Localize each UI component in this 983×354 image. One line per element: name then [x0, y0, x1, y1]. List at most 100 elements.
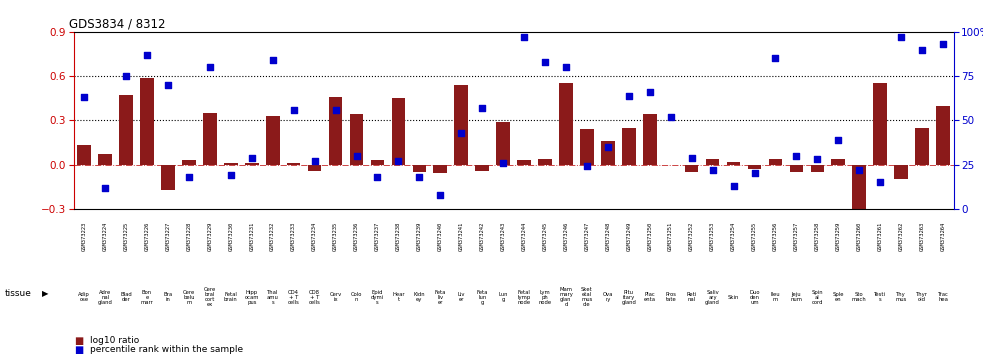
Text: GSM373259: GSM373259 [836, 222, 840, 251]
Bar [308, 165, 321, 171]
Bar [434, 165, 447, 173]
Text: Blad
der: Blad der [120, 292, 132, 302]
Text: Ileu
m: Ileu m [771, 292, 781, 302]
Text: GSM373233: GSM373233 [291, 222, 296, 251]
Text: GSM373248: GSM373248 [606, 222, 610, 251]
Text: Plac
enta: Plac enta [644, 292, 656, 302]
Text: CD4
+ T
cells: CD4 + T cells [288, 290, 300, 305]
Bar [936, 105, 950, 165]
Text: Reti
nal: Reti nal [686, 292, 697, 302]
Text: GSM373263: GSM373263 [919, 222, 925, 251]
Bar [895, 165, 908, 179]
Point [160, 82, 176, 88]
Text: Pitu
itary
gland: Pitu itary gland [621, 290, 636, 305]
Bar [328, 97, 342, 165]
Text: GSM373239: GSM373239 [417, 222, 422, 251]
Bar [873, 84, 887, 165]
Text: GSM373229: GSM373229 [207, 222, 212, 251]
Bar [161, 165, 175, 190]
Text: GSM373238: GSM373238 [396, 222, 401, 251]
Text: CD8
+ T
cells: CD8 + T cells [309, 290, 320, 305]
Point [286, 107, 302, 113]
Point [935, 41, 951, 47]
Bar [182, 160, 196, 165]
Text: GSM373256: GSM373256 [773, 222, 778, 251]
Text: log10 ratio: log10 ratio [90, 336, 140, 345]
Bar [119, 95, 133, 165]
Text: GSM373245: GSM373245 [543, 222, 548, 251]
Text: GSM373258: GSM373258 [815, 222, 820, 251]
Text: GSM373232: GSM373232 [270, 222, 275, 251]
Point [537, 59, 552, 65]
Point [768, 56, 783, 61]
Text: Bra
in: Bra in [163, 292, 173, 302]
Text: Cere
bral
cort
ex: Cere bral cort ex [203, 287, 216, 307]
Text: GSM373231: GSM373231 [250, 222, 255, 251]
Point [558, 64, 574, 70]
Bar [811, 165, 824, 172]
Bar [559, 84, 573, 165]
Text: GSM373261: GSM373261 [878, 222, 883, 251]
Point [642, 89, 658, 95]
Text: Feta
liv
er: Feta liv er [434, 290, 446, 305]
Point [831, 137, 846, 143]
Point [894, 34, 909, 40]
Point [77, 95, 92, 100]
Bar [245, 163, 259, 165]
Text: GSM373236: GSM373236 [354, 222, 359, 251]
Point [851, 167, 867, 173]
Point [872, 179, 888, 185]
Bar [266, 116, 279, 165]
Bar [371, 160, 384, 165]
Point [202, 64, 218, 70]
Text: Kidn
ey: Kidn ey [414, 292, 426, 302]
Bar [852, 165, 866, 215]
Text: Colo
n: Colo n [351, 292, 362, 302]
Text: Saliv
ary
gland: Saliv ary gland [705, 290, 721, 305]
Point [621, 93, 637, 98]
Bar [622, 128, 636, 165]
Text: Sple
en: Sple en [833, 292, 844, 302]
Text: GSM373260: GSM373260 [857, 222, 862, 251]
Bar [476, 165, 489, 171]
Text: GDS3834 / 8312: GDS3834 / 8312 [70, 18, 166, 31]
Text: tissue: tissue [5, 290, 31, 298]
Bar [78, 145, 91, 165]
Text: Pros
tate: Pros tate [665, 292, 676, 302]
Text: Jeju
num: Jeju num [790, 292, 802, 302]
Point [349, 153, 365, 159]
Bar [203, 113, 216, 165]
Point [684, 155, 700, 160]
Bar [748, 165, 761, 169]
Text: GSM373246: GSM373246 [563, 222, 568, 251]
Text: GSM373250: GSM373250 [647, 222, 653, 251]
Text: GSM373228: GSM373228 [187, 222, 192, 251]
Text: Epid
dymi
s: Epid dymi s [371, 290, 384, 305]
Text: GSM373235: GSM373235 [333, 222, 338, 251]
Point [244, 155, 260, 160]
Text: Sto
mach: Sto mach [852, 292, 867, 302]
Text: Thy
mus: Thy mus [896, 292, 907, 302]
Text: Duo
den
um: Duo den um [749, 290, 760, 305]
Point [433, 192, 448, 198]
Bar [706, 159, 720, 165]
Text: GSM373244: GSM373244 [522, 222, 527, 251]
Text: Liv
er: Liv er [457, 292, 465, 302]
Text: GSM373254: GSM373254 [731, 222, 736, 251]
Point [516, 34, 532, 40]
Text: Skin: Skin [727, 295, 739, 300]
Bar [224, 163, 238, 165]
Text: GSM373224: GSM373224 [102, 222, 108, 251]
Text: GSM373234: GSM373234 [313, 222, 318, 251]
Point [140, 52, 155, 58]
Text: Hear
t: Hear t [392, 292, 405, 302]
Bar [580, 129, 594, 165]
Point [579, 164, 595, 169]
Bar [141, 78, 154, 165]
Bar [685, 165, 699, 172]
Text: GSM373249: GSM373249 [626, 222, 631, 251]
Point [809, 156, 825, 162]
Bar [391, 98, 405, 165]
Text: GSM373257: GSM373257 [794, 222, 799, 251]
Text: GSM373230: GSM373230 [228, 222, 233, 251]
